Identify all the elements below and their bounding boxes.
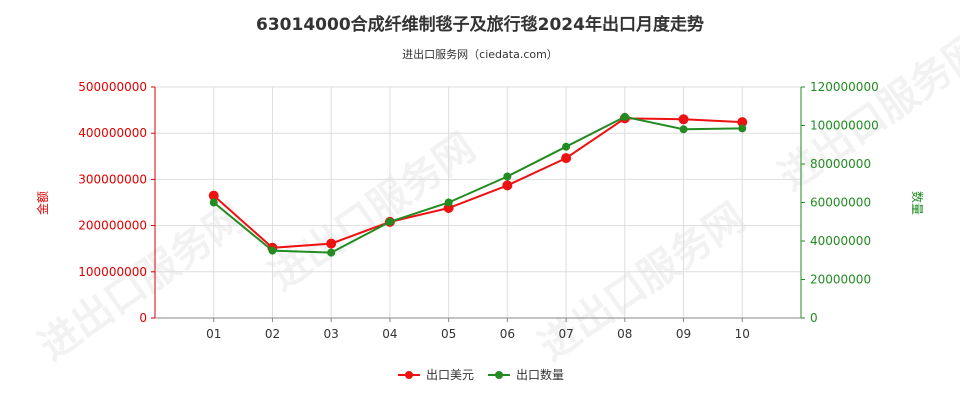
data-point bbox=[503, 172, 512, 181]
data-point bbox=[738, 124, 747, 133]
chart-subtitle: 进出口服务网（ciedata.com） bbox=[402, 48, 558, 61]
y2-axis-tick-label: 80000000 bbox=[810, 157, 871, 171]
legend-label: 出口美元 bbox=[426, 368, 474, 382]
y-axis-tick-label: 500000000 bbox=[78, 80, 147, 94]
data-point bbox=[385, 217, 394, 226]
y-axis-tick-label: 200000000 bbox=[78, 219, 147, 233]
x-axis-tick-label: 07 bbox=[558, 327, 573, 341]
data-point bbox=[678, 114, 689, 125]
series-line-usd bbox=[213, 117, 743, 249]
x-axis-tick-label: 08 bbox=[617, 327, 632, 341]
data-point bbox=[562, 142, 571, 151]
y-axis-tick-label: 0 bbox=[139, 311, 147, 325]
y-axis-title: 金额 bbox=[35, 191, 50, 215]
y-axis-tick-label: 100000000 bbox=[78, 265, 147, 279]
y2-axis-tick-label: 100000000 bbox=[810, 119, 879, 133]
legend-swatch-marker bbox=[405, 371, 413, 379]
data-point bbox=[268, 246, 277, 255]
data-point bbox=[327, 248, 336, 257]
data-point bbox=[679, 125, 688, 134]
data-point bbox=[502, 180, 513, 191]
data-point bbox=[561, 153, 572, 164]
x-axis-tick-label: 02 bbox=[265, 327, 280, 341]
y-axis-tick-label: 300000000 bbox=[78, 172, 147, 186]
y2-axis-tick-label: 40000000 bbox=[810, 234, 871, 248]
x-axis-tick-label: 04 bbox=[382, 327, 397, 341]
data-point bbox=[208, 190, 219, 201]
x-axis-tick-label: 03 bbox=[324, 327, 339, 341]
chart-title: 63014000合成纤维制毯子及旅行毯2024年出口月度走势 bbox=[256, 15, 704, 35]
x-axis-tick-label: 10 bbox=[735, 327, 750, 341]
legend-label: 出口数量 bbox=[516, 367, 564, 382]
x-axis-tick-label: 05 bbox=[441, 327, 456, 341]
series-line-quantity bbox=[213, 115, 743, 254]
y2-axis-tick-label: 20000000 bbox=[810, 273, 871, 287]
data-point bbox=[209, 198, 218, 207]
legend-swatch-marker bbox=[495, 371, 503, 379]
y-axis-tick-label: 400000000 bbox=[78, 126, 147, 140]
data-point bbox=[737, 117, 748, 128]
y2-axis-tick-label: 120000000 bbox=[810, 80, 879, 94]
data-point bbox=[620, 112, 629, 121]
y2-axis-tick-label: 0 bbox=[810, 311, 818, 325]
data-point bbox=[326, 238, 337, 249]
x-axis-tick-label: 01 bbox=[206, 327, 221, 341]
x-axis-tick-label: 06 bbox=[500, 327, 515, 341]
x-axis-tick-label: 09 bbox=[676, 327, 691, 341]
y2-axis-tick-label: 60000000 bbox=[810, 196, 871, 210]
y2-axis-title: 数量 bbox=[910, 191, 925, 215]
data-point bbox=[444, 198, 453, 207]
